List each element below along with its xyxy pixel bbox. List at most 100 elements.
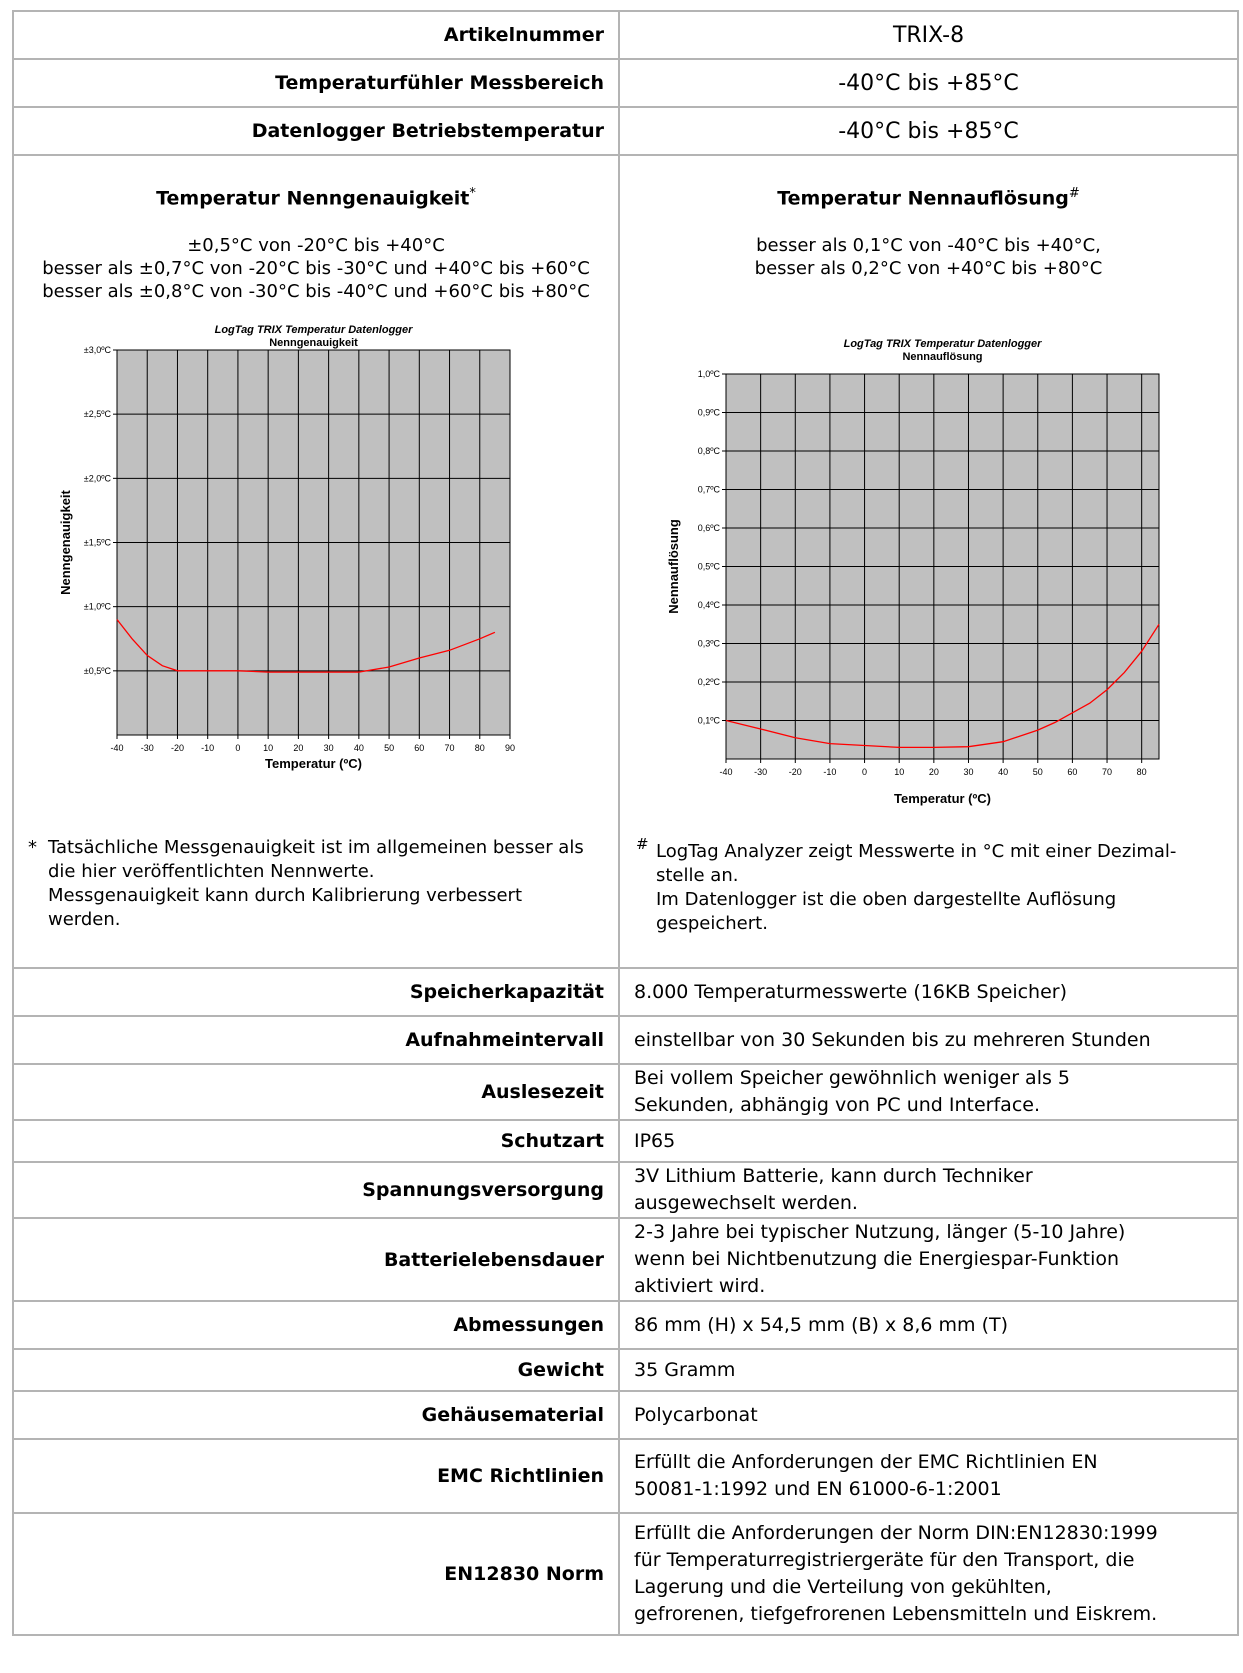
row-value-line: 35 Gramm — [634, 1358, 736, 1381]
accuracy-chart: LogTag TRIX Temperatur DatenloggerNennge… — [58, 324, 515, 771]
y-tick-label: ±0,5ºC — [84, 666, 112, 676]
series-line — [116, 619, 496, 673]
row-label: Auslesezeit — [12, 1063, 620, 1121]
footnote-line: stelle an. — [656, 865, 739, 886]
row-value-line: 2-3 Jahre bei typischer Nutzung, länger … — [634, 1221, 1126, 1243]
row-label: EN12830 Norm — [12, 1512, 620, 1636]
y-tick-label: ±2,0ºC — [84, 473, 112, 483]
row-value-line: einstellbar von 30 Sekunden bis zu mehre… — [634, 1028, 1151, 1051]
x-tick-label: 80 — [475, 743, 485, 753]
x-tick-label: 70 — [1102, 767, 1112, 777]
accuracy-footnote: * Tatsächliche Messgenauigkeit ist im al… — [28, 836, 598, 932]
x-tick-label: 80 — [1137, 767, 1147, 777]
x-tick-label: 60 — [414, 743, 424, 753]
row-value-line: IP65 — [634, 1129, 676, 1152]
x-tick-label: 60 — [1067, 767, 1077, 777]
x-tick-label: -20 — [171, 743, 184, 753]
accuracy-line: besser als ±0,8°C von -30°C bis -40°C un… — [42, 281, 590, 302]
row-value: IP65 — [618, 1119, 1239, 1163]
footnote-line: Tatsächliche Messgenauigkeit ist im allg… — [48, 837, 584, 858]
row-label: Gewicht — [12, 1348, 620, 1392]
spec-row-auslesezeit: Auslesezeit Bei vollem Speicher gewöhnlic… — [12, 1063, 1239, 1121]
footnote-line: LogTag Analyzer zeigt Messwerte in °C mi… — [656, 841, 1177, 862]
x-tick-label: -40 — [719, 767, 732, 777]
x-tick-label: 40 — [998, 767, 1008, 777]
row-value-line: Erfüllt die Anforderungen der Norm DIN:E… — [634, 1522, 1158, 1544]
resolution-chart: LogTag TRIX Temperatur DatenloggerNennau… — [666, 338, 1160, 806]
y-tick-label: 0,1ºC — [698, 716, 721, 726]
y-tick-label: 0,2ºC — [698, 677, 721, 687]
accuracy-panel: Temperatur Nenngenauigkeit* ±0,5°C von -… — [12, 154, 620, 969]
spec-row-emc-richtlinien: EMC Richtlinien Erfüllt die Anforderungen… — [12, 1438, 1239, 1514]
row-value-line: für Temperaturregistriergeräte für den T… — [634, 1549, 1135, 1571]
row-value: Polycarbonat — [618, 1390, 1239, 1440]
row-value-line: 8.000 Temperaturmesswerte (16KB Speicher… — [634, 980, 1068, 1003]
row-label: Artikelnummer — [12, 10, 620, 60]
spec-row-speicherkapazitaet: Speicherkapazität 8.000 Temperaturmesswer… — [12, 967, 1239, 1017]
row-label: Abmessungen — [12, 1300, 620, 1350]
x-tick-label: -10 — [201, 743, 214, 753]
x-axis-label: Temperatur (ºC) — [894, 791, 991, 806]
row-value-line: Polycarbonat — [634, 1403, 758, 1426]
resolution-line: besser als 0,1°C von -40°C bis +40°C, — [756, 235, 1101, 256]
y-tick-label: 0,4ºC — [698, 600, 721, 610]
chart-title: LogTag TRIX Temperatur Datenlogger — [215, 324, 414, 336]
row-value-line: Bei vollem Speicher gewöhnlich weniger a… — [634, 1067, 1071, 1089]
row-label: Temperaturfühler Messbereich — [12, 58, 620, 108]
y-tick-label: 0,5ºC — [698, 562, 721, 572]
resolution-title: Temperatur Nennauflösung# — [777, 186, 1080, 210]
row-value-line: 86 mm (H) x 54,5 mm (B) x 8,6 mm (T) — [634, 1313, 1009, 1336]
resolution-footnote: # LogTag Analyzer zeigt Messwerte in °C … — [636, 835, 1216, 936]
accuracy-line: besser als ±0,7°C von -20°C bis -30°C un… — [42, 258, 590, 279]
x-tick-label: -30 — [141, 743, 154, 753]
y-tick-label: 0,9ºC — [698, 408, 721, 418]
spec-row-aufnahmeintervall: Aufnahmeintervall einstellbar von 30 Seku… — [12, 1015, 1239, 1065]
footnote-line: werden. — [48, 909, 121, 930]
x-tick-label: -40 — [110, 743, 123, 753]
row-value: 35 Gramm — [618, 1348, 1239, 1392]
resolution-lines: besser als 0,1°C von -40°C bis +40°C, be… — [620, 234, 1237, 280]
footnote-mark: # — [636, 835, 649, 853]
y-tick-label: 0,3ºC — [698, 639, 721, 649]
accuracy-resolution-row: Temperatur Nenngenauigkeit* ±0,5°C von -… — [12, 154, 1239, 969]
footnote-line: gespeichert. — [656, 913, 768, 934]
spec-row-batterielebensdauer: Batterielebensdauer 2-3 Jahre bei typisch… — [12, 1217, 1239, 1302]
y-axis-label: Nennauflösung — [666, 519, 681, 614]
row-label: Aufnahmeintervall — [12, 1015, 620, 1065]
x-tick-label: -20 — [789, 767, 802, 777]
row-value: Erfüllt die Anforderungen der Norm DIN:E… — [618, 1512, 1239, 1636]
row-label: Spannungsversorgung — [12, 1161, 620, 1219]
x-tick-label: 90 — [505, 743, 515, 753]
row-value-line: gefrorenen, tiefgefrorenen Lebensmitteln… — [634, 1603, 1158, 1625]
row-value-line: Lagerung und die Verteilung von gekühlte… — [634, 1576, 1052, 1598]
spec-row-spannungsversorgung: Spannungsversorgung 3V Lithium Batterie, … — [12, 1161, 1239, 1219]
spec-row-messbereich: Temperaturfühler Messbereich -40°C bis +… — [12, 58, 1239, 108]
chart-subtitle: Nennauflösung — [902, 351, 982, 363]
footnote-mark: * — [28, 837, 37, 858]
x-axis-label: Temperatur (ºC) — [265, 756, 362, 771]
x-tick-label: 40 — [354, 743, 364, 753]
row-label: Speicherkapazität — [12, 967, 620, 1017]
spec-row-schutzart: Schutzart IP65 — [12, 1119, 1239, 1163]
row-value-line: 50081-1:1992 und EN 61000-6-1:2001 — [634, 1478, 1002, 1500]
footnote-line: die hier veröffentlichten Nennwerte. — [48, 861, 375, 882]
x-tick-label: -10 — [823, 767, 836, 777]
y-tick-label: ±2,5ºC — [84, 409, 112, 419]
row-label: Schutzart — [12, 1119, 620, 1163]
x-tick-label: 30 — [324, 743, 334, 753]
row-value: 2-3 Jahre bei typischer Nutzung, länger … — [618, 1217, 1239, 1302]
row-label: Gehäusematerial — [12, 1390, 620, 1440]
spec-table: Artikelnummer TRIX-8 Temperaturfühler Me… — [12, 10, 1239, 1636]
row-value-line: aktiviert wird. — [634, 1275, 766, 1297]
spec-row-betriebstemperatur: Datenlogger Betriebstemperatur -40°C bis… — [12, 106, 1239, 156]
row-value: -40°C bis +85°C — [618, 58, 1239, 108]
x-tick-label: 10 — [894, 767, 904, 777]
accuracy-title: Temperatur Nenngenauigkeit* — [156, 186, 476, 210]
footnote-line: Im Datenlogger ist die oben dargestellte… — [656, 889, 1117, 910]
y-tick-label: 0,6ºC — [698, 523, 721, 533]
x-tick-label: 70 — [445, 743, 455, 753]
row-value: Bei vollem Speicher gewöhnlich weniger a… — [618, 1063, 1239, 1121]
y-tick-label: 1,0ºC — [698, 369, 721, 379]
row-value: TRIX-8 — [618, 10, 1239, 60]
x-tick-label: 0 — [235, 743, 240, 753]
